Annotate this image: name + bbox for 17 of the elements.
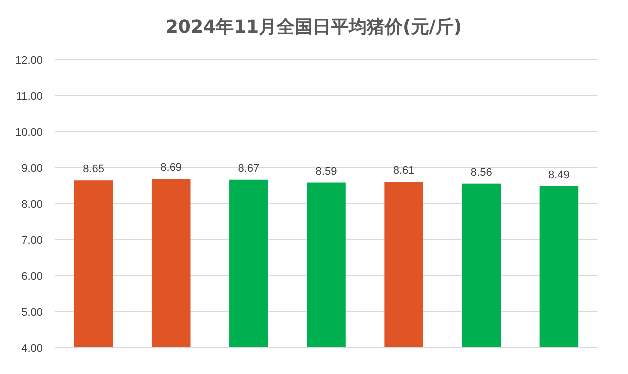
data-label: 8.69 (160, 162, 182, 174)
data-label: 8.61 (393, 165, 415, 178)
y-tick-label: 9.00 (22, 162, 43, 175)
y-tick-label: 11.00 (16, 90, 43, 103)
y-tick-label: 4.00 (22, 342, 43, 355)
data-label: 8.56 (470, 166, 492, 179)
y-tick-label: 8.00 (22, 198, 43, 211)
data-label: 8.67 (238, 162, 260, 175)
data-label: 8.49 (548, 169, 570, 182)
y-tick-label: 10.00 (15, 126, 43, 139)
data-label: 8.59 (316, 166, 338, 178)
y-tick-label: 5.00 (22, 306, 43, 319)
chart-title: 2024年11月全国日平均猪价(元/斤) (166, 17, 462, 38)
y-tick-label: 7.00 (22, 234, 43, 247)
y-tick-label: 12.00 (15, 54, 43, 67)
data-label: 8.65 (83, 164, 104, 176)
y-tick-label: 6.00 (22, 270, 43, 283)
